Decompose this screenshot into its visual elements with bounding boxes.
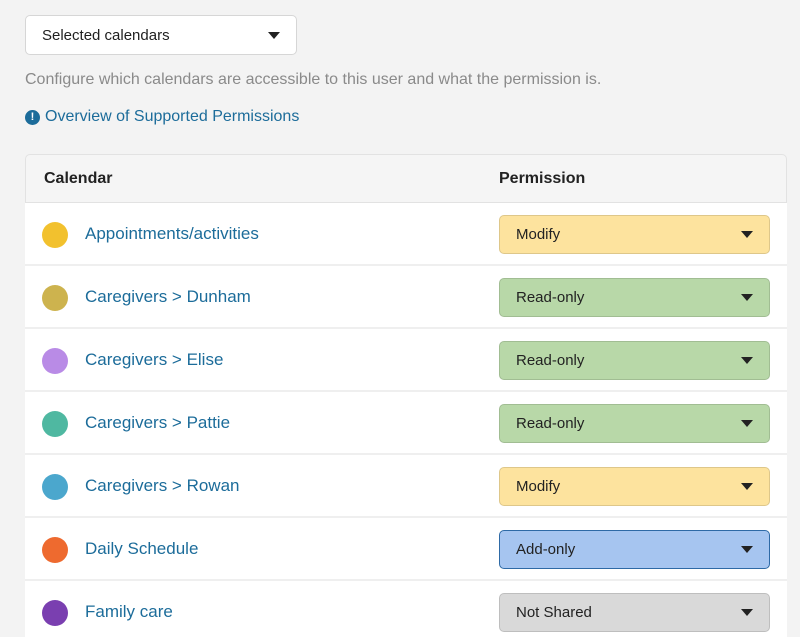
calendar-scope-select[interactable]: Selected calendars xyxy=(25,15,297,55)
chevron-down-icon xyxy=(741,231,753,238)
calendar-name-link[interactable]: Daily Schedule xyxy=(85,539,199,558)
chevron-down-icon xyxy=(741,609,753,616)
overview-permissions-label: Overview of Supported Permissions xyxy=(45,108,300,125)
calendar-color-dot xyxy=(42,411,68,437)
table-row: Caregivers > Elise Read-only xyxy=(25,329,787,392)
table-body: Appointments/activities Modify Caregivers … xyxy=(25,203,787,637)
chevron-down-icon xyxy=(741,546,753,553)
calendar-color-dot xyxy=(42,348,68,374)
calendar-color-dot xyxy=(42,537,68,563)
info-icon: ! xyxy=(25,109,40,125)
column-header-calendar: Calendar xyxy=(44,170,113,187)
permission-value: Add-only xyxy=(516,541,576,558)
calendar-name-link[interactable]: Appointments/activities xyxy=(85,224,259,243)
permission-select[interactable]: Read-only xyxy=(499,404,770,443)
permission-value: Modify xyxy=(516,478,561,495)
table-row: Caregivers > Dunham Read-only xyxy=(25,266,787,329)
permission-select[interactable]: Modify xyxy=(499,467,770,506)
chevron-down-icon xyxy=(268,31,280,39)
table-row: Family care Not Shared xyxy=(25,581,787,637)
permission-select[interactable]: Read-only xyxy=(499,341,770,380)
permission-value: Read-only xyxy=(516,352,585,369)
calendar-permissions-table: Calendar Permission Appointments/activit… xyxy=(25,154,787,637)
calendar-name-link[interactable]: Caregivers > Pattie xyxy=(85,413,231,432)
table-row: Caregivers > Pattie Read-only xyxy=(25,392,787,455)
calendar-name-link[interactable]: Caregivers > Rowan xyxy=(85,476,240,495)
permission-value: Not Shared xyxy=(516,604,592,621)
calendar-color-dot xyxy=(42,222,68,248)
permission-select[interactable]: Read-only xyxy=(499,278,770,317)
permission-select[interactable]: Modify xyxy=(499,215,770,254)
table-row: Caregivers > Rowan Modify xyxy=(25,455,787,518)
permission-select[interactable]: Add-only xyxy=(499,530,770,569)
permission-value: Read-only xyxy=(516,415,585,432)
calendar-color-dot xyxy=(42,600,68,626)
chevron-down-icon xyxy=(741,357,753,364)
table-row: Daily Schedule Add-only xyxy=(25,518,787,581)
chevron-down-icon xyxy=(741,483,753,490)
permission-value: Modify xyxy=(516,226,561,243)
permission-select[interactable]: Not Shared xyxy=(499,593,770,632)
chevron-down-icon xyxy=(741,420,753,427)
calendar-scope-value: Selected calendars xyxy=(42,26,170,44)
chevron-down-icon xyxy=(741,294,753,301)
column-header-permission: Permission xyxy=(499,170,586,187)
table-row: Appointments/activities Modify xyxy=(25,203,787,266)
calendar-color-dot xyxy=(42,474,68,500)
permissions-description: Configure which calendars are accessible… xyxy=(25,71,602,88)
table-header: Calendar Permission xyxy=(25,154,787,203)
calendar-color-dot xyxy=(42,285,68,311)
permission-value: Read-only xyxy=(516,289,585,306)
calendar-name-link[interactable]: Caregivers > Elise xyxy=(85,350,224,369)
calendar-name-link[interactable]: Family care xyxy=(85,602,173,621)
calendar-name-link[interactable]: Caregivers > Dunham xyxy=(85,287,251,306)
overview-permissions-link[interactable]: ! Overview of Supported Permissions xyxy=(25,108,299,126)
